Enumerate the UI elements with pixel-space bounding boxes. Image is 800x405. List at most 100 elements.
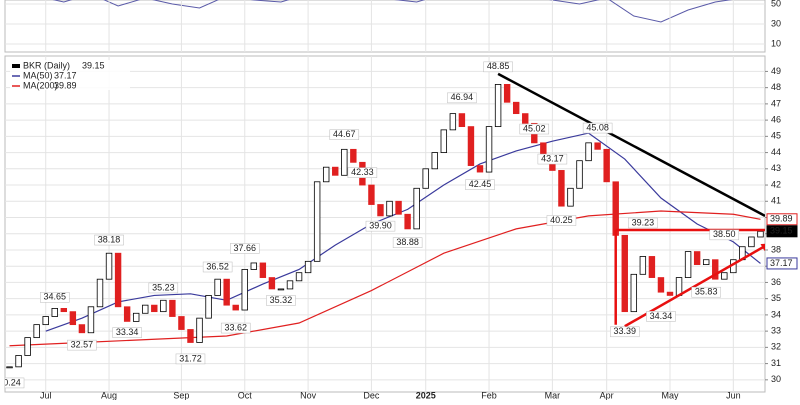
annotation-box: [519, 123, 550, 135]
candle: [350, 148, 357, 163]
annotation: 35.83: [695, 287, 718, 297]
candle: [431, 152, 438, 170]
annotation-box: [67, 339, 97, 351]
candle: [78, 324, 86, 334]
price-tag-label: 37.17: [770, 258, 793, 268]
annotation-box: [230, 243, 260, 254]
candle: [332, 166, 339, 176]
annotation-box: [646, 311, 676, 322]
annotation: 46.94: [451, 92, 474, 102]
annotation-box: [40, 292, 70, 303]
annotation-box: [175, 353, 206, 365]
annotation-box: [546, 215, 577, 226]
candle: [395, 200, 402, 215]
candle: [702, 259, 710, 265]
candle: [404, 213, 411, 230]
annotation-box: [148, 282, 179, 294]
candle: [648, 256, 656, 278]
annotation-box: [202, 261, 233, 273]
y-tick-label: 46: [771, 114, 781, 124]
annotation: 39.23: [632, 217, 655, 227]
annotation-box: [347, 167, 378, 178]
annotation: 45.08: [586, 122, 609, 132]
candle: [33, 324, 40, 339]
candle: [313, 181, 321, 262]
candle: [467, 126, 475, 166]
candle: [42, 316, 49, 326]
candle: [132, 312, 140, 322]
candle: [187, 329, 194, 343]
candle: [558, 170, 565, 207]
candle: [214, 278, 221, 296]
trendline: [497, 72, 765, 217]
candle: [449, 113, 457, 131]
y-tick-label: 38: [771, 244, 781, 254]
x-tick-label: Sep: [173, 390, 189, 400]
annotation: 31.72: [179, 353, 202, 363]
annotation-box: [483, 61, 513, 73]
candle: [639, 256, 647, 275]
y-tick-label: 33: [771, 326, 781, 336]
candle: [386, 200, 393, 217]
y-tick-label: 34: [771, 309, 781, 319]
annotation-box: [691, 286, 721, 298]
candle: [721, 272, 728, 280]
annotation: 43.17: [541, 153, 564, 163]
annotation-box: [220, 322, 251, 334]
candle: [485, 126, 493, 173]
candle: [232, 304, 239, 311]
rsi-panel: [4, 0, 766, 53]
axes: 3031323334353637383940414243444546474849…: [40, 0, 798, 400]
annotation-box: [582, 122, 613, 134]
candle: [15, 355, 22, 368]
candle: [241, 269, 248, 311]
candle: [151, 304, 158, 313]
candle: [160, 299, 167, 313]
candle: [286, 280, 294, 290]
annotation-box: [94, 234, 124, 246]
price-tag: [766, 225, 798, 238]
annotation: 45.02: [523, 123, 546, 133]
legend: BKR (Daily) 39.15 MA(50) 37.17MA(200)39.8…: [10, 60, 130, 90]
y-tick-label: 43: [771, 163, 781, 173]
candle: [178, 316, 185, 330]
y-tick-label: 41: [771, 196, 781, 206]
rsi-tick-label: 30: [771, 18, 781, 28]
candle: [24, 337, 31, 356]
annotation: 33.62: [224, 322, 247, 332]
y-tick-label: 36: [771, 277, 781, 287]
annotation: 33.34: [116, 327, 139, 337]
x-tick-label: Nov: [300, 390, 317, 400]
legend-box: [10, 60, 130, 90]
candle: [69, 311, 77, 326]
annotation-box: [266, 295, 296, 306]
x-tick-label: Feb: [481, 390, 497, 400]
annotation: 35.32: [270, 295, 293, 305]
candle: [6, 366, 13, 369]
annotation: 30.24: [0, 377, 21, 387]
annotation: 33.39: [613, 326, 636, 336]
price-tag-label: 39.89: [770, 214, 793, 224]
x-tick-label: Oct: [238, 390, 253, 400]
annotation: 36.52: [206, 261, 229, 271]
y-tick-label: 35: [771, 293, 781, 303]
candle: [142, 304, 149, 314]
annotation: 48.85: [487, 61, 510, 71]
annotation: 35.23: [152, 282, 175, 292]
legend-swatch: [12, 64, 20, 68]
candle: [205, 295, 212, 319]
candle: [223, 278, 230, 306]
ma-line: [45, 132, 761, 332]
candle: [322, 166, 330, 183]
candle: [250, 262, 258, 270]
annotation: 42.45: [469, 179, 492, 189]
candle: [621, 234, 628, 313]
annotation: 44.67: [333, 129, 356, 139]
y-tick-label: 44: [771, 147, 781, 157]
x-tick-label: Jun: [726, 390, 741, 400]
legend-last: 39.15: [82, 60, 105, 70]
annotation: 38.18: [98, 234, 121, 244]
legend-label: MA(200): [23, 80, 58, 90]
y-tick-label: 47: [771, 98, 781, 108]
annotation: 34.65: [43, 292, 66, 302]
